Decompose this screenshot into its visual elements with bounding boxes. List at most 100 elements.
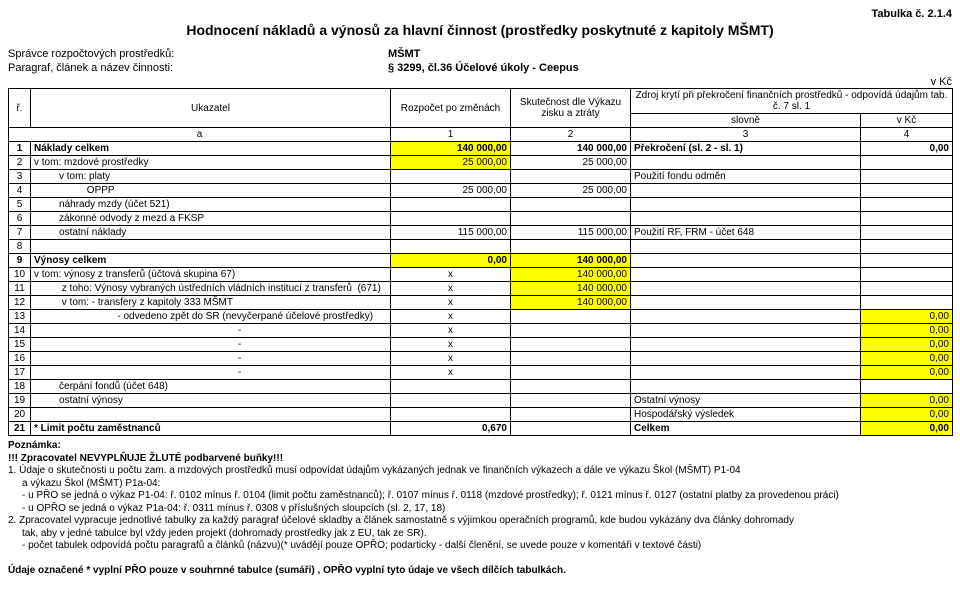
th-skutecnost: Skutečnost dle Výkazu zisku a ztráty bbox=[511, 89, 631, 128]
col-slovne bbox=[631, 380, 861, 394]
col-vkc bbox=[861, 240, 953, 254]
row-number: 15 bbox=[9, 338, 31, 352]
col-skutecnost bbox=[511, 338, 631, 352]
col-slovne: Použití RF, FRM - účet 648 bbox=[631, 226, 861, 240]
col-vkc: 0,00 bbox=[861, 394, 953, 408]
col-slovne bbox=[631, 240, 861, 254]
col-slovne bbox=[631, 296, 861, 310]
row-label: náhrady mzdy (účet 521) bbox=[31, 198, 391, 212]
col-rozpocet: 115 000,00 bbox=[391, 226, 511, 240]
col-skutecnost bbox=[511, 366, 631, 380]
table-row: 6 zákonné odvody z mezd a FKSP bbox=[9, 212, 953, 226]
table-row: 7 ostatní náklady115 000,00115 000,00Pou… bbox=[9, 226, 953, 240]
table-number: Tabulka č. 2.1.4 bbox=[8, 8, 952, 20]
col-vkc: 0,00 bbox=[861, 352, 953, 366]
col-rozpocet bbox=[391, 380, 511, 394]
col-rozpocet: x bbox=[391, 268, 511, 282]
col-vkc bbox=[861, 296, 953, 310]
table-row: 17 -x0,00 bbox=[9, 366, 953, 380]
table-row: 19 ostatní výnosyOstatní výnosy0,00 bbox=[9, 394, 953, 408]
th-zdroj-top: Zdroj krytí při překročení finančních pr… bbox=[631, 89, 953, 114]
row-number: 6 bbox=[9, 212, 31, 226]
col-skutecnost: 115 000,00 bbox=[511, 226, 631, 240]
col-vkc: 0,00 bbox=[861, 366, 953, 380]
col-skutecnost bbox=[511, 198, 631, 212]
col-vkc: 0,00 bbox=[861, 324, 953, 338]
note-l2b: a výkazu Škol (MŠMT) P1a-04: bbox=[8, 478, 952, 491]
th-slovne: slovně bbox=[631, 114, 861, 128]
row-number: 7 bbox=[9, 226, 31, 240]
col-rozpocet: x bbox=[391, 310, 511, 324]
row-label: ostatní náklady bbox=[31, 226, 391, 240]
col-rozpocet bbox=[391, 198, 511, 212]
col-skutecnost bbox=[511, 240, 631, 254]
row-label: ostatní výnosy bbox=[31, 394, 391, 408]
col-slovne bbox=[631, 282, 861, 296]
table-row: 21* Limit počtu zaměstnanců0,670Celkem0,… bbox=[9, 422, 953, 436]
row-number: 16 bbox=[9, 352, 31, 366]
col-vkc bbox=[861, 212, 953, 226]
col-slovne bbox=[631, 198, 861, 212]
table-row: 16 -x 0,00 bbox=[9, 352, 953, 366]
table-row: 20Hospodářský výsledek0,00 bbox=[9, 408, 953, 422]
th-a: a bbox=[9, 128, 391, 142]
col-skutecnost: 140 000,00 bbox=[511, 142, 631, 156]
col-slovne bbox=[631, 352, 861, 366]
col-slovne bbox=[631, 156, 861, 170]
col-vkc bbox=[861, 282, 953, 296]
table-row: 13 - odvedeno zpět do SR (nevyčerpané úč… bbox=[9, 310, 953, 324]
paragraph-value: § 3299, čl.36 Účelové úkoly - Ceepus bbox=[388, 62, 579, 74]
row-label bbox=[31, 240, 391, 254]
main-table: ř. Ukazatel Rozpočet po změnách Skutečno… bbox=[8, 88, 953, 436]
col-rozpocet: x bbox=[391, 352, 511, 366]
table-row: 3 v tom: platyPoužití fondu odměn bbox=[9, 170, 953, 184]
note-l5: 2. Zpracovatel vypracuje jednotlivé tabu… bbox=[8, 515, 794, 526]
col-slovne bbox=[631, 184, 861, 198]
row-label: v tom: platy bbox=[31, 170, 391, 184]
col-skutecnost: 140 000,00 bbox=[511, 254, 631, 268]
table-row: 9Výnosy celkem0,00140 000,00 bbox=[9, 254, 953, 268]
th-rozpocet: Rozpočet po změnách bbox=[391, 89, 511, 128]
col-rozpocet bbox=[391, 212, 511, 226]
row-label bbox=[31, 408, 391, 422]
row-number: 14 bbox=[9, 324, 31, 338]
col-slovne: Ostatní výnosy bbox=[631, 394, 861, 408]
col-skutecnost bbox=[511, 324, 631, 338]
table-row: 10v tom: výnosy z transferů (účtová skup… bbox=[9, 268, 953, 282]
row-label: OPPP bbox=[31, 184, 391, 198]
col-rozpocet: x bbox=[391, 324, 511, 338]
note-l1: !!! Zpracovatel NEVYPLŇUJE ŽLUTÉ podbarv… bbox=[8, 453, 283, 464]
col-slovne bbox=[631, 268, 861, 282]
row-label: - odvedeno zpět do SR (nevyčerpané účelo… bbox=[31, 310, 391, 324]
col-skutecnost bbox=[511, 170, 631, 184]
row-label: - bbox=[31, 338, 391, 352]
col-rozpocet: x bbox=[391, 296, 511, 310]
col-rozpocet: 140 000,00 bbox=[391, 142, 511, 156]
col-vkc bbox=[861, 198, 953, 212]
th-4: 4 bbox=[861, 128, 953, 142]
th-vkc: v Kč bbox=[861, 114, 953, 128]
col-skutecnost bbox=[511, 408, 631, 422]
row-label: zákonné odvody z mezd a FKSP bbox=[31, 212, 391, 226]
row-number: 9 bbox=[9, 254, 31, 268]
row-number: 8 bbox=[9, 240, 31, 254]
col-vkc: 0,00 bbox=[861, 142, 953, 156]
col-vkc: 0,00 bbox=[861, 408, 953, 422]
col-skutecnost: 25 000,00 bbox=[511, 156, 631, 170]
col-vkc bbox=[861, 268, 953, 282]
row-number: 12 bbox=[9, 296, 31, 310]
row-label: v tom: mzdové prostředky bbox=[31, 156, 391, 170]
col-rozpocet: x bbox=[391, 282, 511, 296]
col-vkc bbox=[861, 380, 953, 394]
col-slovne: Použití fondu odměn bbox=[631, 170, 861, 184]
row-label: - bbox=[31, 352, 391, 366]
col-vkc bbox=[861, 226, 953, 240]
row-label: v tom: výnosy z transferů (účtová skupin… bbox=[31, 268, 391, 282]
col-skutecnost bbox=[511, 212, 631, 226]
row-number: 13 bbox=[9, 310, 31, 324]
col-skutecnost bbox=[511, 394, 631, 408]
row-number: 2 bbox=[9, 156, 31, 170]
table-row: 12 v tom: - transfery z kapitoly 333 MŠM… bbox=[9, 296, 953, 310]
col-slovne bbox=[631, 366, 861, 380]
row-label: Výnosy celkem bbox=[31, 254, 391, 268]
